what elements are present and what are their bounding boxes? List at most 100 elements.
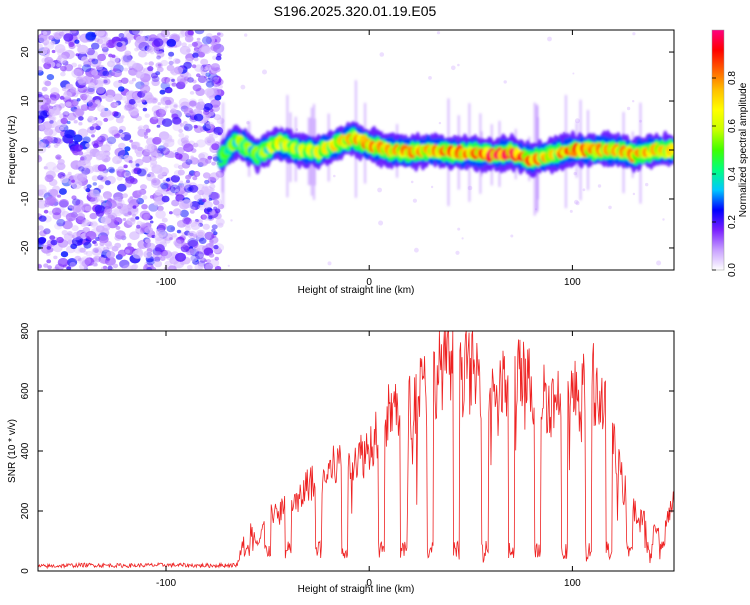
- noise-blob: [210, 67, 219, 74]
- noise-blob: [193, 142, 199, 148]
- noise-blob: [171, 116, 182, 125]
- noise-blob: [83, 241, 92, 249]
- noise-blob: [205, 36, 216, 45]
- noise-speck: [569, 209, 573, 213]
- noise-blob: [109, 168, 115, 174]
- noise-blob: [178, 129, 184, 133]
- noise-blob: [205, 158, 212, 164]
- x-tick-label: 100: [564, 277, 581, 288]
- noise-blob: [193, 206, 198, 211]
- noise-blob: [133, 62, 143, 71]
- y-tick-label: 10: [20, 95, 31, 107]
- noise-blob: [187, 30, 194, 36]
- noise-blob: [129, 30, 140, 36]
- noise-blob: [72, 108, 84, 118]
- noise-blob: [128, 160, 133, 164]
- top-x-axis-label: Height of straight line (km): [298, 285, 415, 296]
- noise-blob: [196, 37, 201, 41]
- noise-blob: [127, 211, 132, 215]
- noise-blob: [60, 251, 69, 258]
- noise-blob: [112, 111, 119, 117]
- noise-speck: [626, 106, 631, 111]
- noise-blob: [192, 176, 198, 181]
- noise-blob: [124, 100, 129, 104]
- noise-blob: [97, 105, 106, 112]
- noise-blob: [44, 47, 49, 51]
- noise-blob: [43, 228, 51, 235]
- noise-blob: [80, 156, 85, 161]
- noise-blob: [123, 164, 128, 169]
- noise-speck: [327, 261, 332, 266]
- noise-blob: [53, 137, 62, 144]
- noise-blob: [151, 178, 161, 186]
- noise-blob: [147, 66, 154, 72]
- noise-blob: [213, 114, 222, 121]
- noise-blob: [38, 110, 48, 120]
- noise-blob: [168, 56, 173, 60]
- noise-blob: [156, 124, 161, 128]
- noise-blob: [74, 39, 80, 44]
- noise-speck: [547, 36, 552, 42]
- noise-blob: [208, 242, 214, 247]
- noise-blob: [72, 198, 81, 206]
- noise-blob: [48, 115, 57, 122]
- noise-blob: [67, 171, 72, 176]
- noise-blob: [80, 106, 86, 110]
- noise-blob: [183, 123, 193, 132]
- noise-blob: [100, 43, 109, 50]
- noise-blob: [155, 153, 163, 159]
- colorbar-frame: [711, 29, 725, 271]
- noise-blob: [195, 171, 200, 176]
- noise-blob: [96, 86, 105, 94]
- noise-blob: [135, 71, 145, 79]
- noise-blob: [104, 256, 116, 266]
- noise-speck: [227, 264, 230, 267]
- noise-blob: [56, 218, 66, 227]
- x-tick-label: 100: [564, 578, 581, 589]
- noise-blob: [200, 69, 207, 76]
- colorbar-gradient: [712, 30, 724, 270]
- noise-blob: [153, 115, 159, 120]
- noise-blob: [200, 58, 209, 66]
- noise-blob: [116, 202, 125, 209]
- noise-blob: [85, 31, 96, 41]
- noise-blob: [136, 224, 141, 229]
- noise-blob: [193, 57, 199, 62]
- noise-blob: [116, 202, 124, 209]
- y-tick-label: 20: [20, 46, 31, 58]
- noise-blob: [96, 78, 104, 85]
- noise-blob: [62, 220, 73, 230]
- noise-blob: [105, 94, 114, 103]
- noise-blob: [81, 56, 89, 62]
- noise-blob: [98, 184, 104, 190]
- noise-blob: [175, 185, 187, 195]
- noise-blob: [90, 58, 101, 68]
- noise-blob: [196, 73, 201, 78]
- noise-blob: [54, 31, 64, 39]
- colorbar-tick-label: 0.6: [727, 119, 738, 133]
- noise-blob: [156, 170, 162, 175]
- noise-blob: [144, 62, 148, 66]
- noise-blob: [150, 159, 158, 166]
- snr-series-line: [38, 331, 674, 570]
- noise-blob: [170, 226, 175, 231]
- noise-blob: [83, 89, 89, 94]
- noise-blob: [90, 197, 99, 205]
- noise-speck: [656, 260, 662, 266]
- noise-blob: [189, 220, 198, 227]
- noise-blob: [165, 150, 175, 158]
- noise-speck: [244, 33, 248, 37]
- noise-blob: [49, 189, 59, 196]
- noise-blob: [142, 195, 148, 200]
- noise-blob: [38, 236, 47, 244]
- colorbar-label: Normalized spectral amplitude: [738, 82, 749, 217]
- noise-blob: [190, 221, 201, 231]
- noise-blob: [131, 77, 137, 82]
- noise-blob: [213, 199, 220, 206]
- noise-blob: [91, 123, 99, 129]
- noise-blob: [165, 180, 174, 189]
- noise-blob: [203, 201, 213, 209]
- noise-blob: [89, 212, 98, 220]
